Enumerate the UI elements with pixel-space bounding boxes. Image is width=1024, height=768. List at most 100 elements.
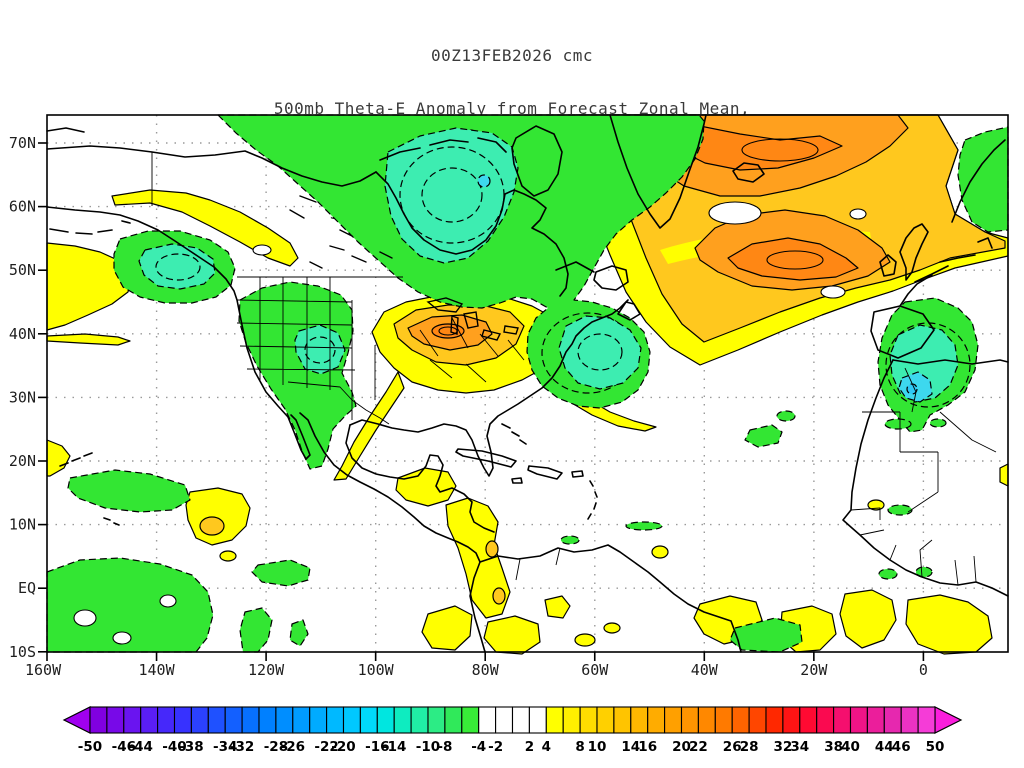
colorbar-cell [731, 706, 750, 734]
colorbar-tick-label: -26 [281, 739, 305, 755]
colorbar-cell [782, 706, 801, 734]
colorbar-cell [495, 706, 514, 734]
colorbar-cell [359, 706, 378, 734]
anomaly-pacific-strip [46, 333, 131, 346]
colorbar-cell [562, 706, 581, 734]
colorbar-cell [883, 706, 902, 734]
colorbar-cell [123, 706, 142, 734]
colorbar-cell [410, 706, 429, 734]
colorbar-tick-label: -50 [78, 739, 102, 755]
colorbar-tick-label: 20 [672, 739, 691, 755]
negative-anomaly-regions [46, 114, 1009, 653]
title-variable: 500mb Theta-E Anomaly from Forecast Zona… [273, 98, 751, 118]
anomaly-swus-teal [294, 324, 346, 375]
colorbar-tick-label: 26 [723, 739, 742, 755]
colorbar-cell [647, 706, 666, 734]
colorbar-tick-label: 32 [774, 739, 793, 755]
colorbar-tick-label: 14 [621, 739, 640, 755]
colorbar-cell [224, 706, 243, 734]
lat-axis-labels: 70N 60N 50N 40N 30N 20N 10N EQ 10S [9, 134, 36, 661]
colorbar-cell [714, 706, 733, 734]
lat-tick-label: 30N [9, 388, 36, 406]
south-america-borders [515, 547, 561, 581]
political-borders [236, 276, 997, 586]
colorbar-tick-label: 28 [740, 739, 759, 755]
colorbar-cell [292, 706, 311, 734]
colorbar-cell [900, 706, 919, 734]
colorbar-cell [799, 706, 818, 734]
colorbar-cell [89, 706, 108, 734]
anomaly-hawaii-yellow [46, 439, 71, 477]
atlantic-white-hole [708, 201, 762, 225]
lakes [289, 195, 519, 341]
colorbar-cell [511, 706, 530, 734]
lon-tick-label: 0 [919, 661, 928, 679]
colorbar-tick-label: 46 [892, 739, 911, 755]
lat-tick-label: 20N [9, 452, 36, 470]
lon-tick-label: 100W [358, 661, 395, 679]
colorbar-cell [630, 706, 649, 734]
colorbar-tick-label: 10 [588, 739, 607, 755]
colorbar-right-arrow [934, 706, 963, 734]
lon-tick-label: 40W [691, 661, 719, 679]
lat-tick-label: 50N [9, 261, 36, 279]
colorbar-tick-label: 16 [638, 739, 657, 755]
colorbar-cell [157, 706, 176, 734]
colorbar-cell [866, 706, 885, 734]
colorbar-tick-label: -16 [365, 739, 389, 755]
colorbar-cell [528, 706, 547, 734]
colorbar-tick-label: -20 [331, 739, 355, 755]
colorbar-cell [444, 706, 463, 734]
colorbar-tick-label: -10 [416, 739, 440, 755]
lon-tick-label: 160W [25, 661, 62, 679]
map-frame [46, 114, 1009, 653]
anomaly-hudsonbay-teal [384, 127, 519, 264]
colorbar-cell [342, 706, 361, 734]
colorbar-tick-label: -44 [129, 739, 153, 755]
lon-ticks [46, 652, 925, 661]
colorbar-cell [478, 706, 497, 734]
colorbar-cell [393, 706, 412, 734]
colorbar-left-arrow [62, 706, 91, 734]
colorbar-cell [190, 706, 209, 734]
colorbar-cell [664, 706, 683, 734]
colorbar-cell [680, 706, 699, 734]
coastlines [46, 114, 1009, 653]
anomaly-seus-sw-tail [333, 371, 405, 481]
colorbar-cell [106, 706, 125, 734]
colorbar-cell [748, 706, 767, 734]
anomaly-midatlantic-deeporange [727, 237, 859, 281]
colorbar-cell [173, 706, 192, 734]
colorbar: -50 -46-44 -40-38 -34-32 -28-26 -22-20 -16-14-… [62, 706, 963, 755]
colorbar-cell [258, 706, 277, 734]
colorbar-cell [207, 706, 226, 734]
colorbar-tick-label: -22 [314, 739, 338, 755]
anomaly-alaska-yellow-band [111, 189, 299, 267]
anomaly-hudsonbay-cyan-spot [477, 174, 491, 188]
anomaly-pacific-left-yellow [46, 242, 133, 331]
us-mexico-border [287, 381, 390, 425]
lon-axis-labels: 160W 140W 120W 100W 80W 60W 40W 20W 0 [25, 661, 928, 679]
anomaly-itcz-pacific-yellow [185, 487, 251, 546]
colorbar-tick-label: -4 [471, 739, 486, 755]
colorbar-tick-label: -14 [382, 739, 406, 755]
colorbar-cell [326, 706, 345, 734]
colorbar-cell [309, 706, 328, 734]
colorbar-tick-label: -38 [179, 739, 203, 755]
title-run-info: 00Z13FEB2026 cmc [430, 46, 594, 65]
colorbar-cell [376, 706, 395, 734]
colorbar-cell [241, 706, 260, 734]
colorbar-tick-label: -40 [162, 739, 186, 755]
colorbar-cell [596, 706, 615, 734]
atlantic-white-hole [820, 285, 846, 299]
lon-tick-label: 120W [248, 661, 285, 679]
atlantic-white-hole [849, 208, 867, 220]
colorbar-tick-label: -32 [230, 739, 254, 755]
anomaly-scandinavia-green [957, 126, 1009, 233]
lat-tick-label: 70N [9, 134, 36, 152]
colorbar-tick-label: 44 [875, 739, 894, 755]
anomaly-watlantic-teal [558, 315, 642, 390]
colorbar-tick-label: -46 [112, 739, 136, 755]
lat-tick-label: 60N [9, 198, 36, 216]
colorbar-cell [579, 706, 598, 734]
